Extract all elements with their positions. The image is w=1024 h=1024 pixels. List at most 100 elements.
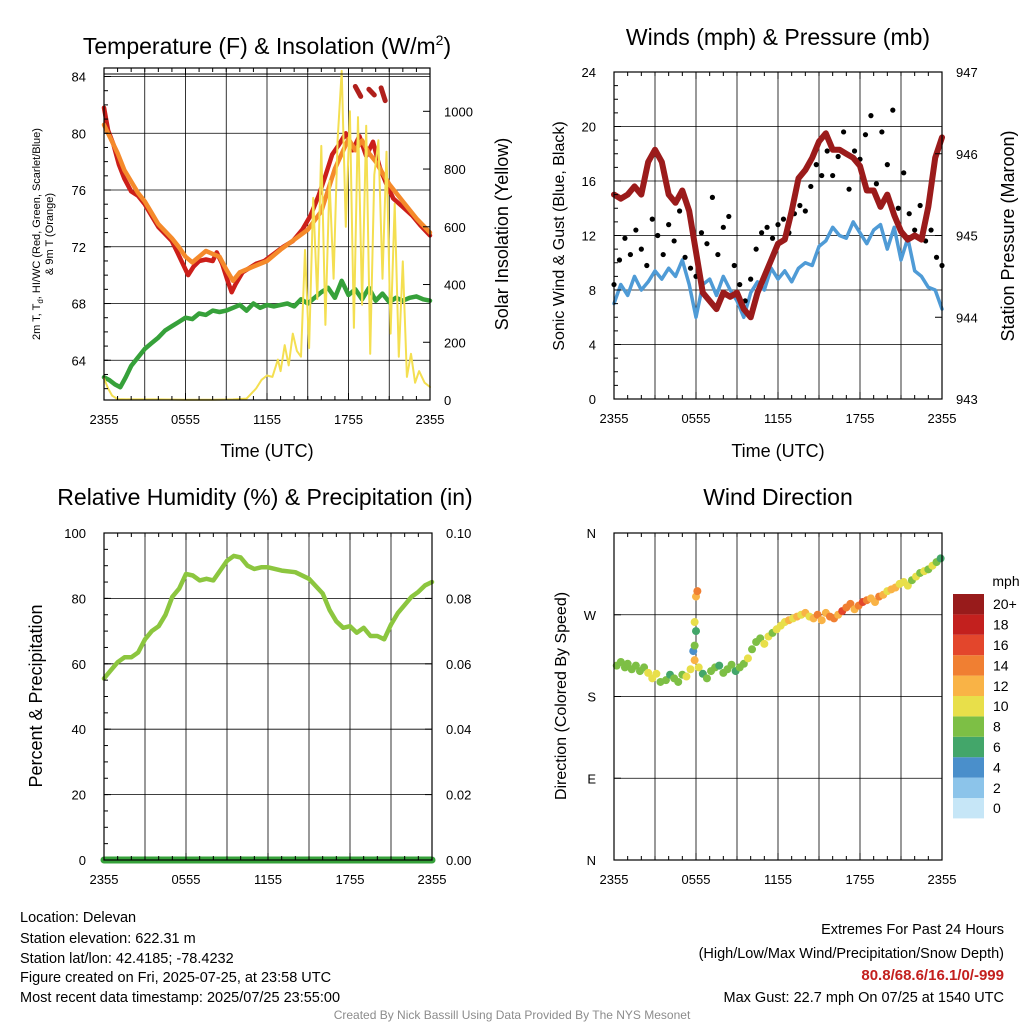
gust-point: [917, 202, 923, 209]
direction-point: [694, 663, 703, 672]
humidity-grid: [104, 533, 432, 860]
colorbar-swatch: [953, 634, 984, 656]
temperature-y2tick-label: 600: [444, 220, 466, 235]
direction-ytick-label: N: [587, 853, 596, 868]
direction-point: [936, 554, 945, 563]
direction-point: [760, 639, 769, 648]
colorbar-swatch: [953, 716, 984, 737]
gust-point: [824, 148, 830, 154]
humidity-xtick-label: 2355: [418, 872, 447, 887]
gust-point: [775, 222, 781, 228]
humidity-ticks: 2355 0555 1155 1755 2355 0 20 40 60 80 100 0.00 0.02…: [64, 526, 471, 887]
humidity-ytick-label: 40: [72, 722, 86, 737]
winds-y2tick-label: 945: [956, 229, 978, 244]
gust-point: [671, 238, 677, 244]
hiwc-segment: [366, 86, 377, 98]
colorbar-label: 14: [993, 657, 1009, 673]
direction-panel-title: Wind Direction: [703, 484, 853, 510]
gust-point: [655, 232, 661, 239]
temperature-y2tick-label: 400: [444, 278, 466, 293]
gust-point: [649, 216, 655, 222]
colorbar-swatch: [953, 777, 984, 798]
colorbar-label: 2: [993, 780, 1001, 796]
winds-ytick-label: 12: [582, 229, 596, 244]
humidity-ytick-label: 20: [72, 788, 86, 803]
gust-point: [748, 276, 754, 282]
direction-ytick-label: S: [587, 690, 596, 705]
temperature-panel-title: Temperature (F) & Insolation (W/m2): [83, 32, 451, 59]
temperature-ytick-label: 72: [72, 240, 86, 255]
gust-point: [720, 224, 726, 230]
temperature-title-superscript: 2: [436, 32, 444, 48]
gust-point: [890, 107, 896, 113]
colorbar-label: 16: [993, 637, 1009, 653]
gust-point: [802, 208, 808, 214]
gust-point: [780, 216, 787, 222]
humidity-xtick-label: 2355: [90, 872, 119, 887]
temperature-xtick-label: 0555: [171, 412, 200, 427]
direction-panel: Wind Direction 2355 0555 1155 1755 2355 N E S W N…: [553, 484, 1020, 887]
direction-point: [616, 657, 625, 666]
colorbar-title: mph: [992, 573, 1019, 589]
footer-elevation: Station elevation: 622.31 m: [20, 931, 196, 947]
direction-point: [756, 634, 765, 643]
winds-xtick-label: 2355: [600, 411, 629, 426]
winds-ticks: 2355 0555 1155 1755 2355 0 4 8 12 16 20 24 943 944 945…: [582, 65, 978, 426]
temperature-ytick-label: 76: [72, 183, 86, 198]
temperature-title-close: ): [443, 33, 451, 59]
gust-point: [666, 222, 672, 228]
direction-grid: [614, 533, 942, 860]
temperature-ylabel-text-b: , HI/WC (Red, Green, Scarlet/Blue): [31, 128, 43, 299]
colorbar-label: 8: [993, 719, 1001, 735]
gust-point: [862, 132, 869, 138]
direction-point: [702, 674, 711, 683]
gust-point: [835, 153, 841, 160]
humidity-ytick-label: 0: [79, 853, 86, 868]
winds-y2label: Station Pressure (Maroon): [998, 130, 1018, 341]
winds-ylabel: Sonic Wind & Gust (Blue, Black): [551, 121, 568, 350]
gust-point: [622, 235, 628, 241]
gust-point: [627, 251, 634, 258]
direction-xtick-label: 1755: [846, 872, 875, 887]
colorbar-swatch: [953, 757, 984, 778]
gust-point: [660, 251, 666, 258]
humidity-y2tick-label: 0.08: [446, 591, 471, 606]
temperature-xtick-label: 2355: [90, 412, 119, 427]
direction-point: [817, 616, 826, 625]
humidity-panel: Relative Humidity (%) & Precipitation (i…: [26, 484, 473, 887]
hiwc-segment: [352, 83, 364, 99]
temperature-ticks: 2355 0555 1155 1755 2355 64 68 72 76 80 84 0 200 400 6…: [72, 68, 473, 427]
gust-point: [677, 208, 683, 214]
t9m-series-line: [101, 122, 433, 284]
temperature-y2tick-label: 0: [444, 393, 451, 408]
temperature-series: [101, 69, 433, 401]
direction-point: [715, 661, 724, 670]
gust-point: [737, 281, 743, 288]
direction-xtick-label: 0555: [682, 872, 711, 887]
gust-point: [868, 113, 874, 119]
humidity-ytick-label: 100: [64, 526, 86, 541]
gust-point: [731, 262, 737, 269]
direction-point: [692, 627, 700, 636]
humidity-xtick-label: 1155: [254, 872, 282, 887]
colorbar-swatch: [953, 696, 984, 717]
direction-point: [652, 669, 661, 678]
credit-line: Created By Nick Bassill Using Data Provi…: [334, 1008, 691, 1022]
humidity-y2tick-label: 0.02: [446, 788, 471, 803]
humidity-y2tick-label: 0.00: [446, 853, 471, 868]
direction-point: [644, 668, 653, 677]
colorbar-label: 20+: [993, 596, 1017, 612]
winds-y2tick-label: 943: [956, 392, 978, 407]
gust-point: [841, 129, 847, 135]
temperature-xtick-label: 2355: [416, 412, 445, 427]
gust-point: [759, 230, 765, 236]
gust-point: [901, 170, 907, 176]
colorbar-swatch: [953, 675, 984, 696]
winds-ytick-label: 8: [589, 283, 596, 298]
direction-ytick-label: W: [584, 608, 597, 623]
direction-point: [903, 581, 912, 590]
rh-series-line: [101, 553, 435, 681]
direction-xtick-label: 1155: [764, 872, 792, 887]
direction-point: [623, 659, 632, 668]
direction-point: [846, 599, 855, 608]
